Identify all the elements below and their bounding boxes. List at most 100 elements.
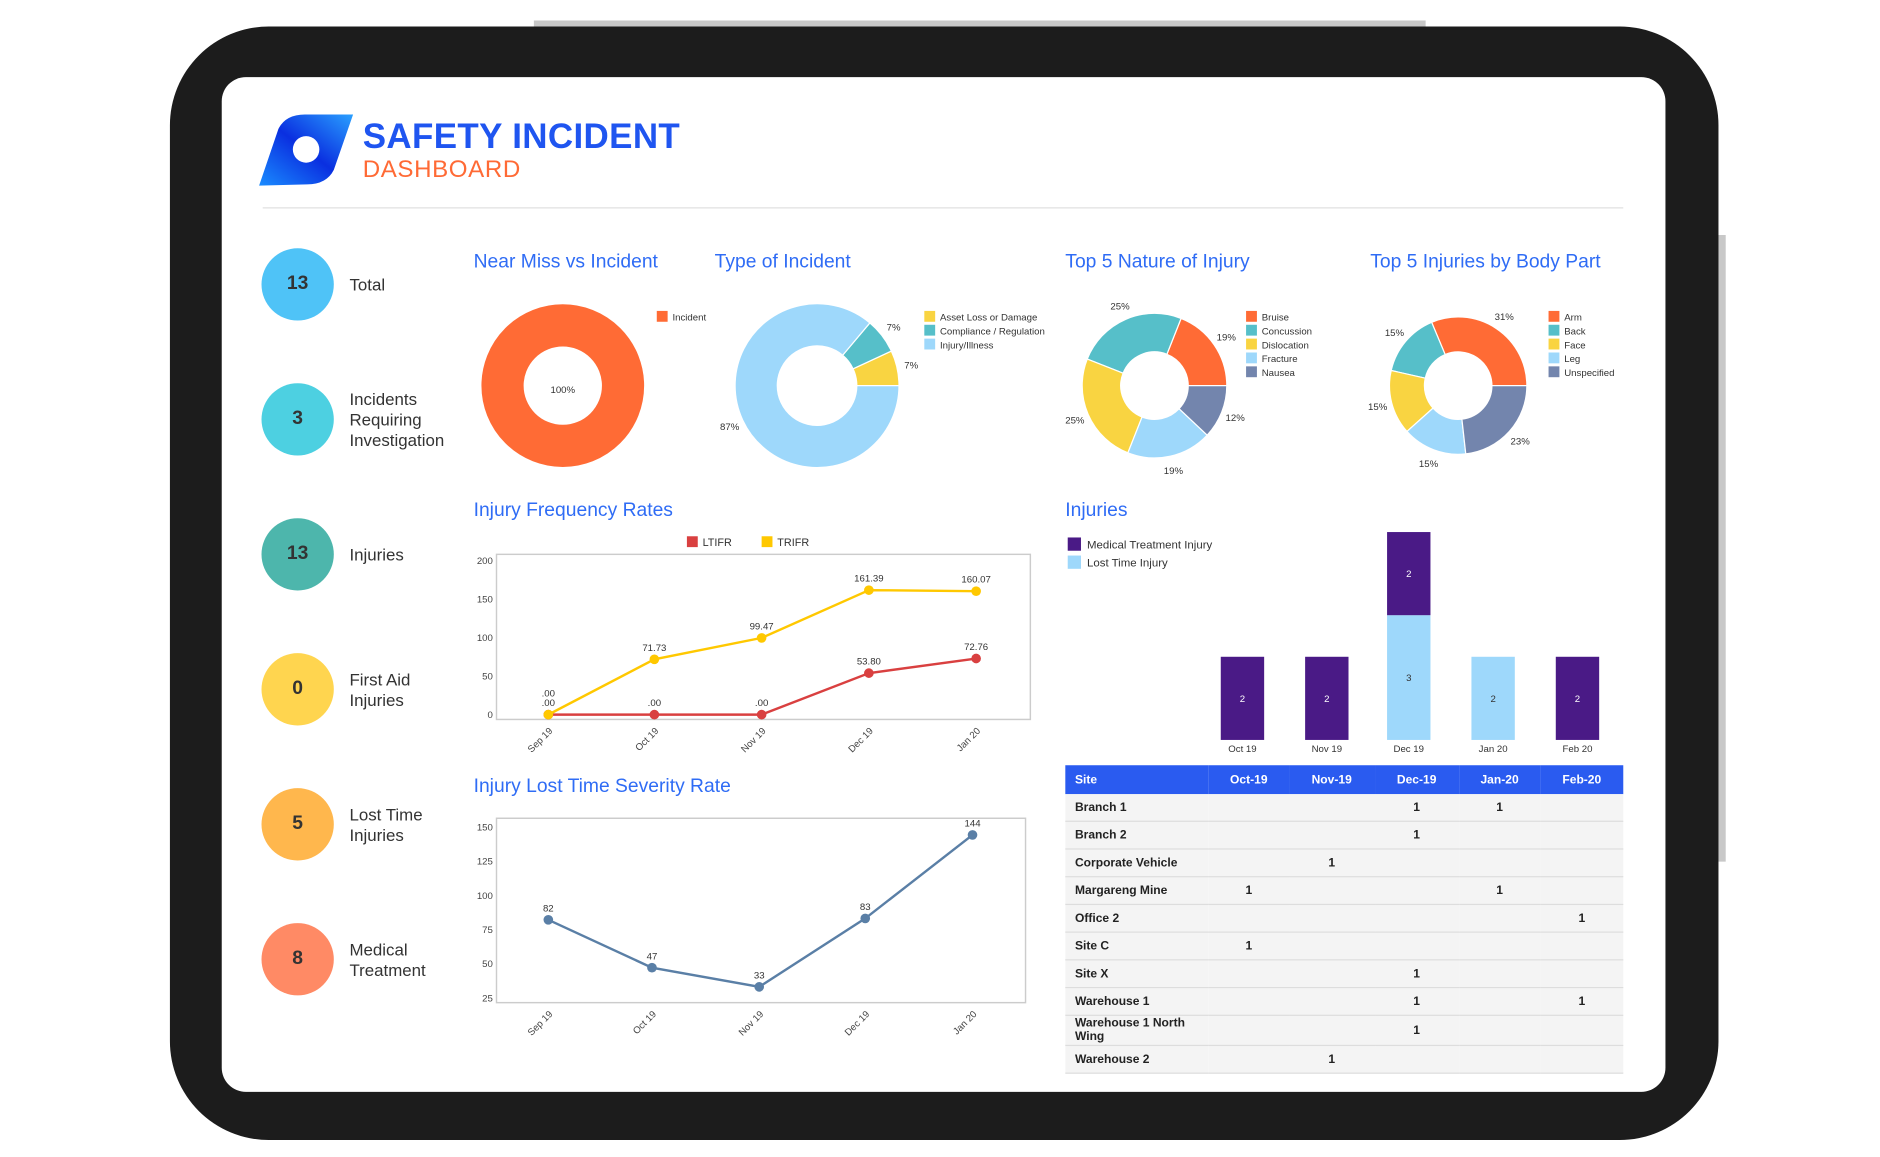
- bar-value-label: 2: [1240, 694, 1245, 705]
- data-label: 99.47: [750, 621, 774, 632]
- data-label: 71.73: [642, 643, 666, 654]
- table-cell: [1208, 1045, 1289, 1074]
- legend-label: Arm: [1564, 313, 1582, 324]
- table-cell: 1: [1374, 821, 1459, 850]
- legend-swatch: [1246, 352, 1257, 364]
- legend-label: Compliance / Regulation: [940, 326, 1045, 337]
- table-cell: [1208, 821, 1289, 850]
- kpi-value: 5: [261, 788, 334, 861]
- slice-label: 7%: [887, 323, 901, 334]
- table-cell: [1288, 876, 1375, 906]
- table-cell: [1458, 848, 1541, 878]
- x-tick-label: Jan 20: [1479, 744, 1508, 755]
- table-row: Corporate Vehicle 1: [1065, 848, 1624, 878]
- x-tick-label: Nov 19: [739, 726, 768, 755]
- kpi-label: Lost Time Injuries: [349, 805, 423, 845]
- table-cell: 1: [1288, 1045, 1375, 1074]
- legend-swatch: [656, 310, 668, 322]
- data-point: [543, 709, 554, 720]
- table-cell: 1: [1374, 794, 1459, 822]
- data-label: 72.76: [964, 642, 988, 653]
- site-name: Warehouse 1 North Wing: [1065, 1015, 1209, 1047]
- bar-segment: [1387, 532, 1431, 616]
- column-header: Site: [1065, 765, 1209, 795]
- slice-label: 12%: [1226, 413, 1246, 424]
- section-title: Type of Incident: [714, 251, 851, 273]
- x-tick-label: Dec 19: [1394, 744, 1425, 755]
- data-point: [543, 914, 554, 925]
- y-tick-label: 0: [488, 710, 493, 721]
- table-cell: [1288, 959, 1375, 989]
- table-cell: [1458, 959, 1541, 989]
- legend-label: Asset Loss or Damage: [940, 313, 1037, 324]
- table-cell: [1374, 876, 1459, 906]
- table-cell: [1288, 932, 1375, 961]
- data-point: [971, 586, 981, 596]
- table-header-row: Site Oct-19 Nov-19 Dec-19 Jan-20 Feb-20: [1065, 765, 1624, 795]
- slice-label: 15%: [1385, 328, 1405, 339]
- y-tick-label: 50: [482, 672, 493, 683]
- data-label: 161.39: [854, 574, 883, 585]
- table-row: Warehouse 1 North Wing 1: [1065, 1015, 1624, 1047]
- kpi-label: Medical Treatment: [349, 939, 426, 980]
- legend-swatch: [1548, 366, 1560, 378]
- table-cell: 1: [1458, 876, 1541, 906]
- kpi-label: First Aid Injuries: [349, 670, 411, 710]
- dashboard-title: SAFETY INCIDENT: [362, 118, 681, 157]
- legend-swatch: [924, 338, 936, 350]
- site-name: Warehouse 2: [1065, 1045, 1209, 1074]
- slice-label: 19%: [1217, 332, 1237, 343]
- table-cell: [1458, 1045, 1541, 1074]
- table-cell: [1208, 794, 1289, 822]
- table-cell: [1288, 904, 1375, 933]
- data-point: [649, 654, 660, 665]
- y-tick-label: 75: [482, 925, 493, 936]
- site-name: Branch 2: [1065, 821, 1209, 850]
- slice-label: 19%: [1164, 466, 1184, 477]
- y-tick-label: 100: [477, 891, 493, 902]
- data-point: [967, 830, 978, 840]
- kpi-value: 3: [261, 383, 334, 456]
- legend-label: Dislocation: [1262, 340, 1309, 351]
- legend-swatch: [1246, 338, 1257, 350]
- kpi-label: Injuries: [349, 544, 404, 564]
- bar-value-label: 2: [1324, 694, 1329, 705]
- bar-value-label: 3: [1406, 673, 1411, 684]
- bar-segment: [1387, 615, 1431, 740]
- site-name: Site C: [1065, 932, 1209, 961]
- table-cell: [1540, 1045, 1624, 1074]
- legend-label: Nausea: [1262, 368, 1296, 379]
- legend-label: Face: [1564, 340, 1585, 351]
- table-row: Site X 1: [1065, 959, 1624, 989]
- legend-label: Lost Time Injury: [1087, 557, 1168, 569]
- table-row: Office 2 1: [1065, 904, 1624, 933]
- section-title: Near Miss vs Incident: [473, 251, 658, 273]
- data-point: [649, 709, 660, 720]
- data-point: [864, 668, 874, 678]
- x-tick-label: Oct 19: [633, 726, 661, 754]
- donut-slice: [1430, 316, 1528, 387]
- table-cell: 1: [1288, 848, 1375, 878]
- table-cell: [1288, 987, 1375, 1016]
- plot-area: [495, 817, 1027, 1004]
- table-cell: [1540, 848, 1624, 878]
- table-cell: [1540, 821, 1624, 850]
- legend-label: TRIFR: [777, 537, 809, 549]
- donut-slice: [734, 303, 900, 469]
- data-point: [754, 982, 765, 992]
- slice-label: 7%: [904, 360, 918, 371]
- table-cell: [1458, 932, 1541, 961]
- x-tick-label: Sep 19: [526, 1009, 555, 1038]
- y-tick-label: 125: [477, 857, 493, 868]
- table-cell: [1208, 987, 1289, 1016]
- data-point: [864, 585, 874, 595]
- legend-swatch: [1246, 366, 1257, 378]
- y-tick-label: 200: [477, 556, 493, 567]
- x-tick-label: Sep 19: [526, 726, 555, 755]
- data-label: .00: [542, 689, 555, 700]
- y-tick-label: 50: [482, 959, 493, 970]
- kpi-label: Incidents Requiring Investigation: [349, 389, 445, 450]
- table-cell: 1: [1540, 904, 1624, 933]
- site-name: Warehouse 1: [1065, 987, 1209, 1016]
